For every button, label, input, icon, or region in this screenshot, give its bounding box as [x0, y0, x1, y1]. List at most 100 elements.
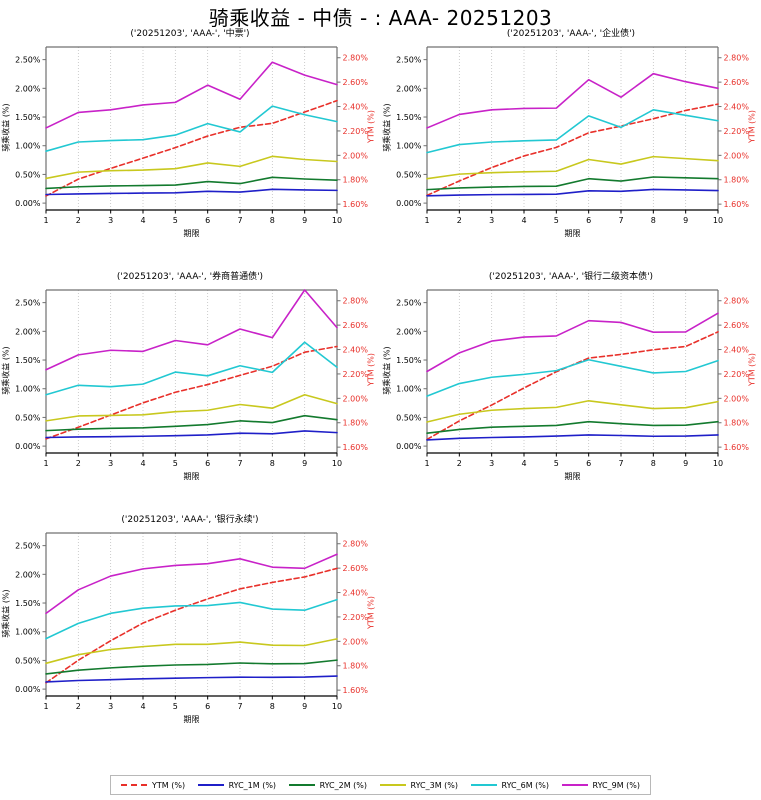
svg-text:2.60%: 2.60% — [343, 321, 369, 330]
svg-text:1.00%: 1.00% — [396, 142, 422, 151]
svg-text:2.00%: 2.00% — [15, 84, 41, 93]
svg-text:0.00%: 0.00% — [396, 199, 422, 208]
svg-text:1.50%: 1.50% — [396, 356, 422, 365]
chart-panel-3: ('20251203', 'AAA-', '券商普通债') 0.00% 0.50% 1… — [0, 269, 380, 509]
svg-text:1.80%: 1.80% — [724, 176, 750, 185]
panel-title: ('20251203', 'AAA-', '券商普通债') — [116, 272, 264, 282]
svg-text:2: 2 — [76, 459, 81, 468]
legend-swatch-icon — [470, 780, 497, 790]
x-axis-label: 期限 — [183, 229, 200, 238]
series-line-ytm — [426, 103, 719, 197]
plot-area: 0.00% 0.50% 1.00% 1.50% 2.00% 2.50% 1.60% 1.80%… — [15, 532, 369, 711]
svg-text:9: 9 — [302, 216, 307, 225]
x-axis-label: 期限 — [564, 229, 581, 238]
chart-legend: YTM (%) RYC_1M (%) RYC_2M (%) RYC_3M (%) RYC… — [110, 775, 651, 795]
chart-panel-5: ('20251203', 'AAA-', '银行永续') 0.00% 0.50% 1.… — [0, 512, 380, 752]
series-line-ytm — [45, 567, 338, 684]
svg-text:10: 10 — [332, 459, 342, 468]
svg-text:0.50%: 0.50% — [15, 656, 41, 665]
plot-area: 0.00% 0.50% 1.00% 1.50% 2.00% 2.50% 1.60% 1.80%… — [15, 289, 369, 468]
series-line-ryc_1m — [45, 675, 338, 683]
svg-text:9: 9 — [683, 459, 688, 468]
svg-text:7: 7 — [237, 702, 242, 711]
legend-swatch-icon — [121, 780, 147, 790]
panel-title: ('20251203', 'AAA-', '中票') — [130, 29, 250, 39]
svg-text:1.80%: 1.80% — [343, 419, 369, 428]
series-line-ryc_1m — [45, 188, 338, 196]
svg-text:2.20%: 2.20% — [343, 127, 369, 136]
svg-text:1: 1 — [43, 702, 48, 711]
legend-swatch-icon — [561, 780, 588, 790]
svg-text:9: 9 — [302, 702, 307, 711]
svg-text:1.00%: 1.00% — [15, 142, 41, 151]
svg-text:7: 7 — [618, 216, 623, 225]
svg-text:5: 5 — [173, 702, 178, 711]
svg-text:1.50%: 1.50% — [396, 113, 422, 122]
svg-text:8: 8 — [270, 459, 275, 468]
svg-text:5: 5 — [173, 216, 178, 225]
svg-text:2.00%: 2.00% — [15, 570, 41, 579]
y-axis-label-right: YTM (%) — [366, 595, 376, 629]
legend-entry-ytm: YTM (%) — [121, 780, 185, 790]
chart-panel-1: ('20251203', 'AAA-', '中票') 0.00% 0.50% 1.00… — [0, 26, 380, 266]
y-axis-label-right: YTM (%) — [366, 352, 376, 386]
y-axis-label-left: 骑乘收益 (%) — [1, 588, 11, 638]
svg-text:1.50%: 1.50% — [15, 113, 41, 122]
svg-text:3: 3 — [108, 702, 113, 711]
series-line-ryc_6m — [426, 109, 719, 154]
svg-text:1.50%: 1.50% — [15, 599, 41, 608]
svg-text:2.80%: 2.80% — [724, 297, 750, 306]
series-line-ryc_9m — [45, 553, 338, 615]
svg-text:2.60%: 2.60% — [724, 78, 750, 87]
svg-text:8: 8 — [651, 459, 656, 468]
svg-text:7: 7 — [618, 459, 623, 468]
svg-text:2: 2 — [457, 216, 462, 225]
svg-text:2.40%: 2.40% — [724, 103, 750, 112]
series-line-ryc_2m — [45, 659, 338, 675]
svg-text:2.50%: 2.50% — [15, 299, 41, 308]
legend-swatch-icon — [379, 780, 406, 790]
svg-text:8: 8 — [270, 702, 275, 711]
svg-text:7: 7 — [237, 216, 242, 225]
panel-title: ('20251203', 'AAA-', '企业债') — [506, 29, 636, 39]
svg-text:1.60%: 1.60% — [343, 200, 369, 209]
svg-text:2.50%: 2.50% — [396, 56, 422, 65]
svg-text:2: 2 — [76, 702, 81, 711]
svg-text:2.00%: 2.00% — [724, 151, 750, 160]
svg-text:0.50%: 0.50% — [15, 413, 41, 422]
legend-label: RYC_6M (%) — [501, 780, 549, 790]
svg-text:1.80%: 1.80% — [343, 662, 369, 671]
svg-text:2.00%: 2.00% — [343, 394, 369, 403]
figure-title: 骑乘收益 - 中债 - : AAA- 20251203 — [208, 6, 553, 30]
series-line-ryc_6m — [426, 358, 719, 397]
svg-text:2.80%: 2.80% — [343, 540, 369, 549]
svg-text:2.60%: 2.60% — [724, 321, 750, 330]
svg-text:4: 4 — [140, 216, 145, 225]
svg-text:4: 4 — [521, 459, 526, 468]
legend-entry-ryc-1m: RYC_1M (%) — [197, 780, 276, 790]
svg-text:2.00%: 2.00% — [396, 327, 422, 336]
svg-text:4: 4 — [140, 702, 145, 711]
svg-text:5: 5 — [554, 459, 559, 468]
svg-text:2.40%: 2.40% — [343, 346, 369, 355]
svg-text:8: 8 — [270, 216, 275, 225]
y-axis-label-right: YTM (%) — [366, 109, 376, 143]
svg-text:0.00%: 0.00% — [396, 442, 422, 451]
series-line-ytm — [45, 345, 338, 440]
series-line-ryc_2m — [426, 420, 719, 434]
series-line-ryc_1m — [426, 434, 719, 441]
svg-text:1.60%: 1.60% — [343, 443, 369, 452]
series-line-ryc_3m — [45, 155, 338, 180]
svg-text:2.80%: 2.80% — [724, 54, 750, 63]
panel-title: ('20251203', 'AAA-', '银行永续') — [121, 515, 259, 525]
series-line-ryc_2m — [45, 176, 338, 190]
svg-text:1.80%: 1.80% — [724, 419, 750, 428]
svg-text:2.80%: 2.80% — [343, 54, 369, 63]
x-axis-label: 期限 — [183, 472, 200, 481]
y-axis-label-left: 骑乘收益 (%) — [1, 345, 11, 395]
series-line-ryc_1m — [45, 430, 338, 439]
panel-title: ('20251203', 'AAA-', '银行二级资本债') — [488, 272, 654, 282]
plot-area: 0.00% 0.50% 1.00% 1.50% 2.00% 2.50% 1.60% 1.80%… — [396, 46, 750, 225]
svg-text:4: 4 — [521, 216, 526, 225]
